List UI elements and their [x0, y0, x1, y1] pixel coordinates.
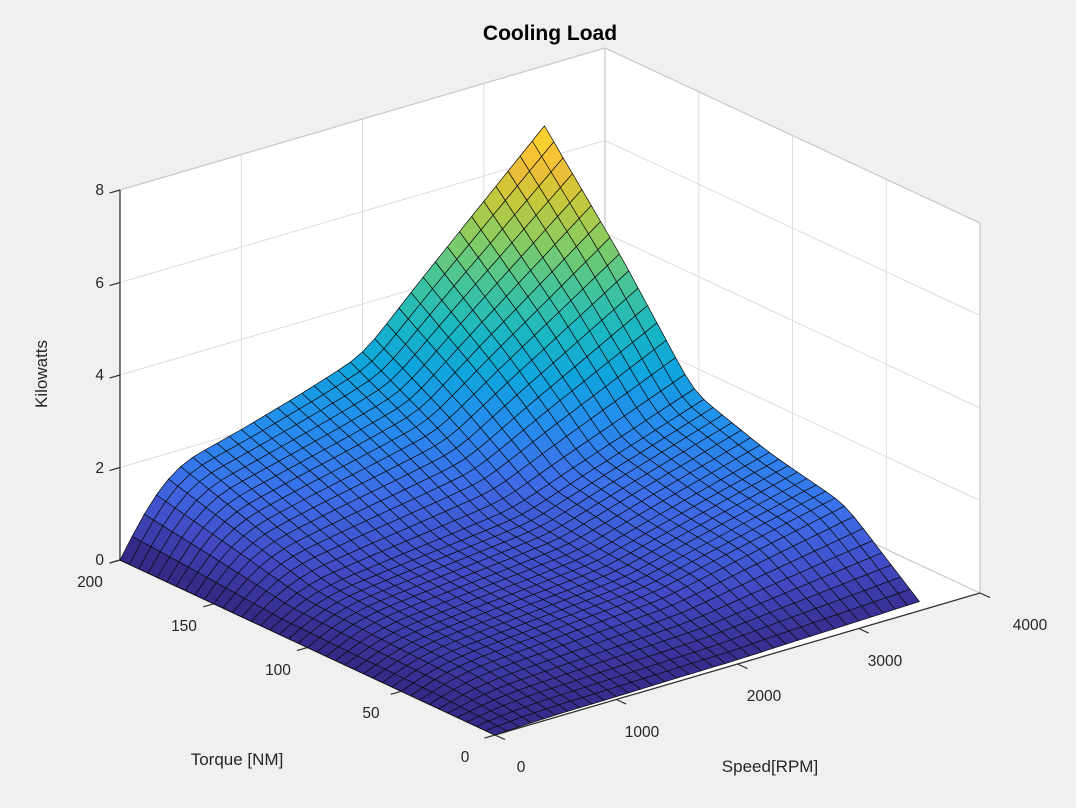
tick-label: 6: [95, 275, 104, 292]
tick-label: 0: [517, 759, 526, 776]
tick-label: 100: [265, 662, 291, 679]
tick-label: 2: [95, 460, 104, 477]
tick-label: 0: [95, 552, 104, 569]
tick-label: 1000: [625, 724, 660, 741]
tick-label: 8: [95, 182, 104, 199]
tick-label: 2000: [747, 688, 782, 705]
tick-label: 3000: [868, 653, 903, 670]
tick-label: 200: [77, 574, 103, 591]
tick-label: 150: [171, 618, 197, 635]
surface-mesh: [119, 125, 920, 736]
tick-label: 0: [461, 749, 470, 766]
tick-label: 50: [362, 705, 380, 722]
tick-label: 4: [95, 367, 104, 384]
tick-label: 4000: [1013, 617, 1048, 634]
